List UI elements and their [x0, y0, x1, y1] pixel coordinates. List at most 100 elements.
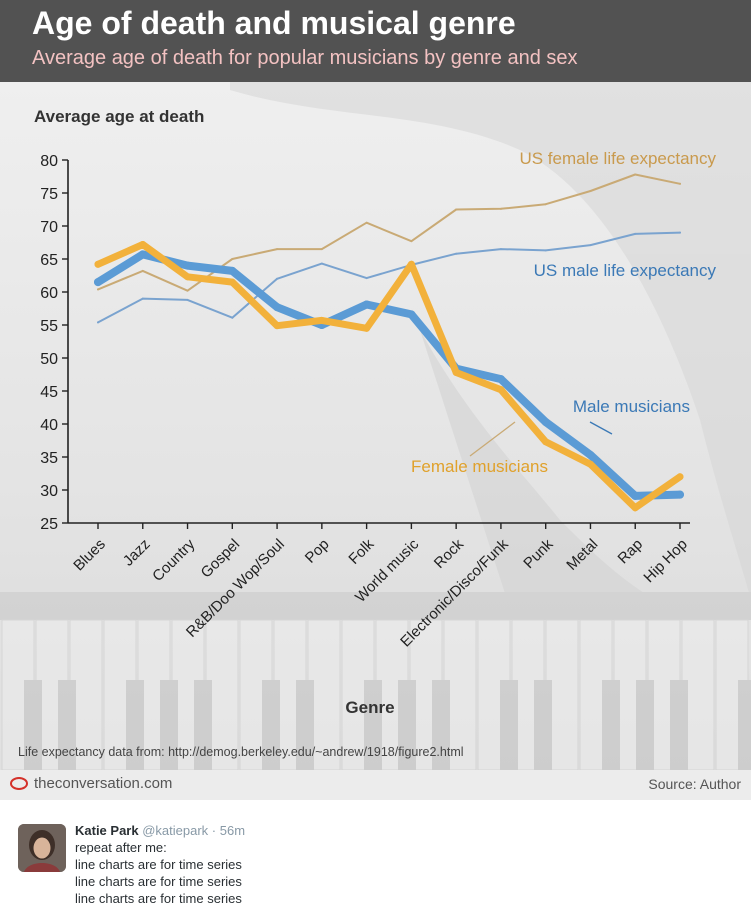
tweet-handle[interactable]: @katiepark: [142, 823, 209, 838]
series-label-male: Male musicians: [573, 397, 690, 416]
tweet-body: Katie Park @katiepark · 56m repeat after…: [75, 822, 741, 907]
data-point-female: [318, 316, 326, 324]
data-point-us-male: [499, 248, 502, 251]
data-point-us-male: [186, 298, 189, 301]
data-point-us-female: [231, 258, 234, 260]
footer-bar: [0, 770, 751, 800]
tweet: Katie Park @katiepark · 56m repeat after…: [0, 800, 751, 924]
piano-black-key: [58, 680, 76, 770]
data-point-us-female: [410, 240, 413, 243]
data-point-us-female: [365, 221, 368, 224]
data-point-us-female: [276, 248, 279, 251]
piano-black-key: [602, 680, 620, 770]
data-point-us-male: [231, 316, 234, 319]
piano-black-key: [670, 680, 688, 770]
tweet-line: line charts are for time series: [75, 874, 242, 889]
tweet-line: repeat after me:: [75, 840, 167, 855]
data-point-female: [631, 504, 639, 512]
data-point-male: [676, 490, 684, 499]
data-point-male: [362, 300, 371, 309]
data-point-female: [676, 473, 684, 481]
chart-subtitle: Average age of death for popular musicia…: [32, 47, 578, 69]
data-point-male: [631, 491, 640, 500]
data-point-female: [407, 260, 415, 268]
data-point-female: [184, 273, 192, 281]
piano-black-key: [160, 680, 178, 770]
series-label-female: Female musicians: [411, 457, 548, 476]
data-point-us-female: [455, 208, 458, 211]
source-note: Life expectancy data from: http://demog.…: [18, 745, 464, 759]
data-point-male: [183, 261, 192, 270]
y-tick-label: 25: [40, 516, 58, 533]
brand[interactable]: theconversation.com: [10, 775, 172, 792]
data-point-female: [363, 324, 371, 332]
tweet-header: Katie Park @katiepark · 56m: [75, 822, 741, 839]
series-label-us-female: US female life expectancy: [519, 149, 716, 168]
tweet-line: line charts are for time series: [75, 857, 242, 872]
data-point-us-female: [589, 190, 592, 193]
piano-black-key: [534, 680, 552, 770]
data-point-male: [228, 266, 237, 275]
y-tick-label: 45: [40, 384, 58, 401]
data-point-female: [586, 460, 594, 468]
data-point-us-female: [186, 289, 189, 292]
y-tick-label: 40: [40, 417, 58, 434]
data-point-us-male: [634, 232, 637, 235]
data-point-us-female: [499, 207, 502, 210]
piano-black-key: [296, 680, 314, 770]
y-tick-label: 60: [40, 285, 58, 302]
piano-black-key: [24, 680, 42, 770]
conversation-logo-icon: [10, 777, 28, 790]
piano-black-key: [738, 680, 751, 770]
data-point-us-male: [97, 321, 99, 324]
data-point-us-male: [365, 277, 368, 280]
data-point-us-male: [589, 244, 592, 247]
tweet-line: line charts are for time series: [75, 891, 242, 906]
data-point-us-female: [97, 288, 99, 291]
data-point-male: [407, 310, 416, 319]
data-point-us-female: [634, 173, 637, 176]
data-point-male: [496, 375, 505, 384]
data-point-us-female: [544, 203, 547, 206]
data-point-us-female: [320, 248, 323, 251]
series-line-us-male: [97, 231, 681, 324]
tweet-author-name[interactable]: Katie Park: [75, 823, 139, 838]
piano-black-key: [126, 680, 144, 770]
tweet-time[interactable]: · 56m: [211, 823, 246, 838]
header-band: Age of death and musical genre Average a…: [0, 0, 751, 82]
y-tick-label: 70: [40, 219, 58, 236]
y-axis-title: Average age at death: [34, 107, 204, 126]
brand-label: theconversation.com: [34, 775, 173, 792]
data-point-female: [542, 438, 550, 446]
infographic-card: 25 30 35 40 45 50 55 60 65 70 75 80 Blues Jazz Country…: [0, 0, 751, 800]
y-tick-label: 30: [40, 483, 58, 500]
source-credit: Source: Author: [648, 776, 741, 792]
data-point-male: [541, 418, 550, 427]
y-tick-label: 65: [40, 252, 58, 269]
piano-black-key: [364, 680, 382, 770]
leader-line-male: [589, 421, 613, 435]
series-label-us-male: US male life expectancy: [534, 261, 717, 280]
avatar[interactable]: [18, 824, 66, 872]
y-tick-label: 50: [40, 351, 58, 368]
data-point-us-male: [679, 231, 681, 234]
data-point-female: [273, 322, 281, 330]
piano-black-key: [262, 680, 280, 770]
x-axis-title: Genre: [345, 698, 394, 717]
piano-black-key: [636, 680, 654, 770]
data-point-us-female: [679, 182, 681, 185]
leader-line-female: [469, 421, 516, 457]
y-tick-label: 35: [40, 450, 58, 467]
piano-black-key: [500, 680, 518, 770]
data-point-us-male: [544, 249, 547, 252]
tweet-text: repeat after me: line charts are for tim…: [75, 839, 741, 907]
series-line-female: [94, 241, 684, 512]
data-point-us-male: [276, 277, 279, 280]
piano-black-key: [432, 680, 450, 770]
data-point-male: [273, 303, 282, 312]
data-point-female: [139, 240, 147, 248]
y-tick-label: 55: [40, 318, 58, 335]
chart-title: Age of death and musical genre: [32, 5, 516, 41]
data-point-male: [586, 451, 595, 460]
